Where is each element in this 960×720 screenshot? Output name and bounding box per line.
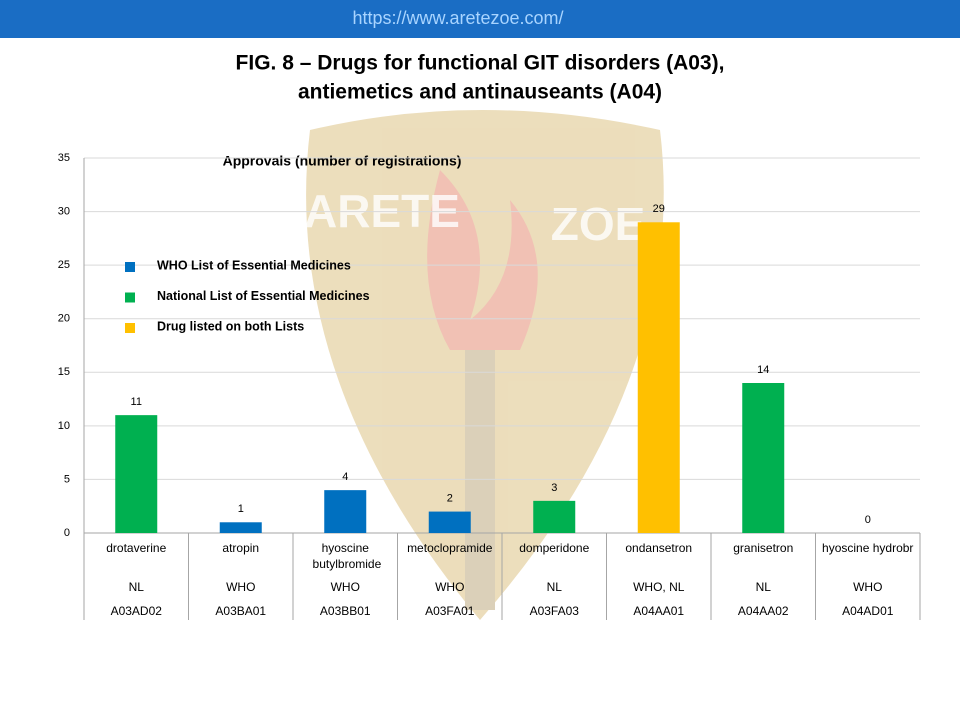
atc-code: A03AD02 [111, 604, 163, 618]
legend-swatch [125, 323, 135, 333]
legend-label: Drug listed on both Lists [157, 319, 304, 333]
x-tick-label: hyoscine butylbromide [309, 541, 381, 571]
bar [533, 500, 576, 533]
bar [637, 222, 680, 534]
x-tick-label: drotaverine [106, 541, 166, 555]
y-tick-label: 20 [58, 313, 70, 325]
value-label: 4 [342, 471, 348, 483]
atc-code: A04AA02 [738, 604, 789, 618]
list-label: WHO [435, 580, 464, 594]
y-tick-label: 35 [58, 152, 70, 164]
bar [428, 511, 471, 533]
list-label: NL [129, 580, 145, 594]
list-label: WHO [331, 580, 360, 594]
bar [324, 490, 367, 533]
x-tick-label: ondansetron [625, 541, 692, 555]
list-label: WHO, NL [633, 580, 685, 594]
watermark [306, 110, 664, 620]
x-tick-label: domperidone [519, 541, 589, 555]
value-label: 11 [131, 396, 142, 408]
x-tick-label: granisetron [733, 541, 793, 555]
x-tick-label: atropin [222, 541, 259, 555]
value-label: 14 [757, 364, 769, 376]
value-label: 2 [447, 492, 453, 504]
legend-title: Approvals (number of registrations) [223, 153, 462, 169]
chart-title: FIG. 8 – Drugs for functional GIT disord… [236, 52, 725, 75]
list-label: WHO [226, 580, 255, 594]
bar [219, 522, 262, 533]
atc-code: A03FA01 [425, 604, 475, 618]
value-label: 0 [865, 514, 871, 526]
atc-code: A04AA01 [633, 604, 684, 618]
y-tick-label: 30 [58, 205, 70, 217]
legend-swatch [125, 262, 135, 272]
torch [465, 350, 495, 610]
atc-code: A03BA01 [215, 604, 266, 618]
y-tick-label: 5 [64, 473, 70, 485]
list-label: NL [756, 580, 772, 594]
x-tick-label: hyoscine hydrobr [822, 541, 913, 555]
legend-label: National List of Essential Medicines [157, 289, 370, 303]
x-tick-label: metoclopramide [407, 541, 493, 555]
legend-label: WHO List of Essential Medicines [157, 258, 351, 272]
flame [427, 170, 538, 350]
value-label: 3 [551, 482, 557, 494]
y-tick-label: 0 [64, 527, 70, 539]
y-tick-label: 10 [58, 420, 70, 432]
watermark-text: ZOE [551, 198, 646, 250]
atc-code: A03BB01 [320, 604, 371, 618]
list-label: WHO [853, 580, 882, 594]
bar [115, 415, 158, 533]
atc-code: A03FA03 [530, 604, 580, 618]
bar [742, 383, 785, 533]
legend-swatch [125, 292, 135, 303]
value-label: 29 [653, 203, 665, 215]
value-label: 1 [238, 503, 244, 515]
list-label: NL [547, 580, 563, 594]
y-tick-label: 15 [58, 366, 70, 378]
atc-code: A04AD01 [842, 604, 894, 618]
y-tick-label: 25 [58, 259, 70, 271]
url[interactable]: https://www.aretezoe.com/ [352, 8, 563, 28]
chart-title: antiemetics and antinauseants (A04) [298, 81, 662, 104]
shield [306, 110, 664, 620]
header-bar [0, 0, 960, 38]
